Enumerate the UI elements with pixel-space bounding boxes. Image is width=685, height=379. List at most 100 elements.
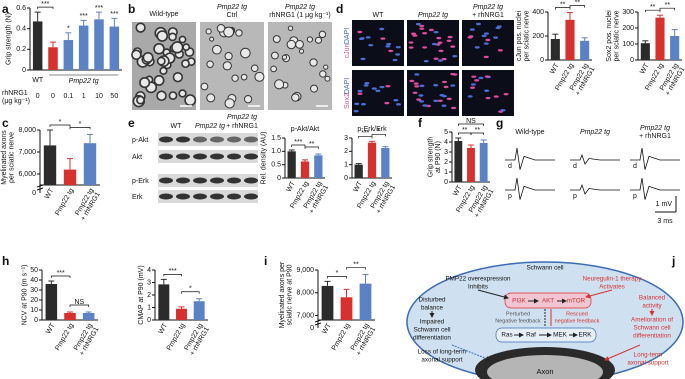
- nucleus: [436, 36, 442, 40]
- sig-bracket: [49, 124, 71, 127]
- panel-letter: i: [264, 254, 267, 268]
- bar: [63, 40, 74, 70]
- bar: [359, 283, 372, 320]
- sig-bracket: [470, 132, 485, 135]
- axon-profile: [205, 28, 212, 35]
- bar: [43, 145, 57, 185]
- y-tick-label: 3: [147, 279, 151, 286]
- trace: [505, 147, 555, 170]
- nucleus: [439, 94, 445, 97]
- y-axis-label: Myelinated axons per: [279, 261, 286, 328]
- axon-profile: [281, 54, 288, 60]
- y-tick-label: 0: [630, 57, 634, 64]
- impaired-label: differentiation: [413, 335, 451, 342]
- nucleus: [360, 57, 366, 61]
- panel-letter: e: [128, 116, 135, 130]
- significance: ***: [80, 13, 88, 20]
- significance: ***: [95, 5, 103, 12]
- x-tick-label: WT: [285, 180, 297, 194]
- significance: **: [309, 141, 315, 148]
- y-tick-label: 1.0: [271, 148, 281, 155]
- loss-label: Loss of long-term: [418, 349, 467, 356]
- y-tick-label: 0: [540, 57, 544, 64]
- y-tick-label: 0: [344, 175, 348, 182]
- panel-letter: g: [496, 116, 503, 130]
- pathway-node: mTOR: [567, 298, 586, 305]
- significance: *: [377, 128, 380, 135]
- y-tick-label: 8,000: [296, 290, 314, 297]
- nucleus: [415, 22, 421, 26]
- nucleus: [416, 98, 422, 101]
- band: [193, 193, 207, 200]
- axon-profile: [314, 36, 323, 44]
- nucleus: [470, 86, 476, 89]
- x-tick-label: WT: [158, 322, 170, 336]
- band: [244, 177, 258, 184]
- nucleus: [379, 27, 385, 31]
- row-label: Akt: [132, 154, 142, 161]
- axon-profile: [298, 48, 305, 54]
- nucleus: [483, 55, 489, 59]
- axon-profile: [212, 44, 222, 55]
- nucleus: [368, 43, 374, 47]
- stain-label: cJun: [344, 44, 351, 59]
- x-tick-label-line: WT: [285, 180, 297, 194]
- significance: **: [560, 1, 566, 8]
- sig-bracket: [358, 135, 373, 139]
- nucleus: [354, 102, 360, 106]
- panel-letter: c: [2, 116, 9, 130]
- sig-bracket: [69, 304, 90, 307]
- axon-profile: [206, 60, 214, 68]
- significance: *: [189, 286, 192, 293]
- nucleus: [493, 36, 499, 39]
- x-row-label: rhNRG1: [2, 90, 28, 97]
- axon-profile: [181, 59, 190, 69]
- sig-bracket: [644, 9, 661, 13]
- x-tick-label: Pmp22 tg+ rhNRG1: [74, 187, 102, 222]
- bar: [655, 17, 665, 61]
- micrograph-label: Pmp22 tg: [217, 4, 247, 11]
- y-tick-label: 0.6: [16, 5, 26, 12]
- trace-label: d: [573, 163, 577, 170]
- nucleus: [365, 36, 371, 39]
- bar: [82, 313, 95, 320]
- nucleus: [419, 84, 425, 88]
- nucleus: [474, 46, 480, 49]
- pathway-node: Raf: [526, 332, 536, 339]
- axon-profile: [310, 84, 319, 93]
- nucleus: [353, 109, 359, 113]
- x-tick-label-line: WT: [639, 62, 651, 76]
- x-tick-label: WT: [44, 187, 56, 201]
- axon-profile: [206, 93, 216, 103]
- axon-profile: [168, 32, 177, 42]
- significance: **: [353, 261, 359, 268]
- significance: **: [575, 0, 581, 6]
- nucleus: [483, 42, 489, 45]
- y-axis-label: Grip strength (N): [6, 13, 13, 65]
- column-label: Pmp22 tg: [195, 123, 225, 130]
- x-tick-label-line: WT: [549, 62, 561, 76]
- y-tick-label: 0: [277, 175, 281, 182]
- axon-profile: [270, 65, 277, 73]
- micrograph-label: Wild-type: [149, 11, 178, 18]
- column-label: Pmp22 tg: [580, 129, 610, 136]
- bar: [109, 26, 120, 71]
- nucleus: [484, 89, 490, 92]
- axon-profile: [223, 26, 235, 38]
- nucleus: [412, 34, 418, 37]
- bar: [550, 39, 560, 60]
- x-tick-label: WT: [452, 184, 464, 198]
- nrg1-label: Neuregulin-1 therapy: [583, 276, 643, 283]
- nucleus: [496, 25, 502, 28]
- arrow: [451, 344, 491, 361]
- bar: [640, 43, 650, 60]
- nucleus: [419, 24, 425, 28]
- bar: [78, 25, 89, 70]
- significance: **: [650, 4, 656, 11]
- y-axis-label: at P90 (N): [435, 141, 442, 173]
- trace: [570, 183, 620, 195]
- nucleus: [423, 59, 429, 63]
- panel-letter: j: [671, 254, 675, 268]
- nucleus: [385, 45, 391, 48]
- nucleus: [414, 85, 420, 88]
